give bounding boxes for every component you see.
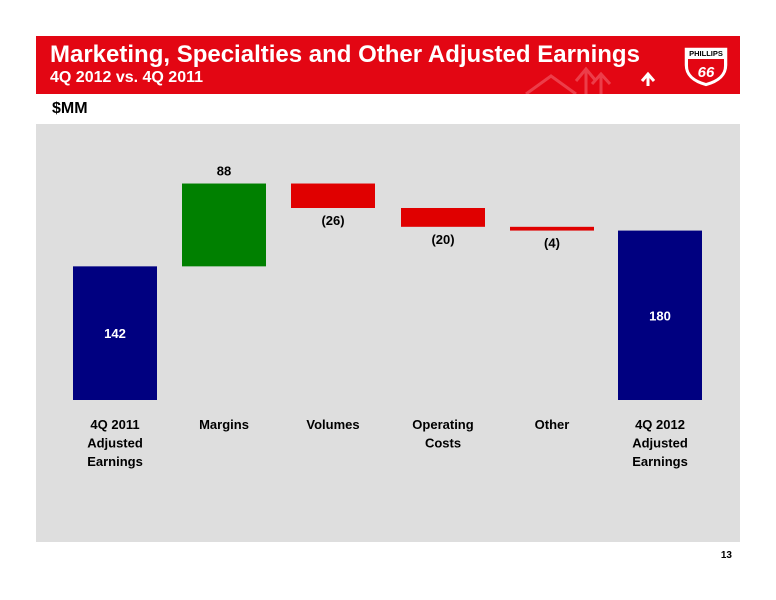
data-label-2: 88 xyxy=(217,164,231,179)
unit-label: $MM xyxy=(52,100,88,117)
bar-6 xyxy=(618,230,702,400)
category-label-3-line-1: Volumes xyxy=(306,417,359,432)
category-label-2-line-1: Margins xyxy=(199,417,249,432)
logo-text: PHILLIPS xyxy=(689,49,723,58)
category-label-6-line-1: 4Q 2012 xyxy=(635,417,685,432)
data-label-1: 142 xyxy=(104,326,126,341)
data-label-5: (4) xyxy=(544,236,560,251)
bar-5 xyxy=(510,226,594,231)
page-title: Marketing, Specialties and Other Adjuste… xyxy=(50,41,640,68)
category-label-1-line-3: Earnings xyxy=(87,454,143,469)
data-label-4: (20) xyxy=(431,232,454,247)
data-label-3: (26) xyxy=(321,213,344,228)
title-banner: Marketing, Specialties and Other Adjuste… xyxy=(36,36,740,94)
category-label-1-line-1: 4Q 2011 xyxy=(90,417,139,432)
page-number: 13 xyxy=(720,550,732,561)
bar-1 xyxy=(73,266,157,400)
page-subtitle: 4Q 2012 vs. 4Q 2011 xyxy=(50,69,204,86)
data-label-6: 180 xyxy=(649,308,671,323)
category-label-6-line-2: Adjusted xyxy=(632,436,688,451)
phillips-66-logo: PHILLIPS 66 xyxy=(683,46,729,88)
chart-area: 142 4Q 2011 Adjusted Earnings 88 Margins (26) V… xyxy=(36,124,740,542)
logo-number: 66 xyxy=(698,64,715,81)
category-label-6-line-3: Earnings xyxy=(632,454,688,469)
bar-4 xyxy=(401,207,485,227)
bar-2 xyxy=(182,183,266,267)
category-label-4-line-1: Operating xyxy=(412,417,473,432)
category-label-5-line-1: Other xyxy=(535,417,570,432)
waterfall-chart: 142 4Q 2011 Adjusted Earnings 88 Margins (26) V… xyxy=(73,164,702,469)
category-label-1-line-2: Adjusted xyxy=(87,436,143,451)
bar-3 xyxy=(291,183,375,208)
arrow-decoration xyxy=(525,66,656,94)
category-label-4-line-2: Costs xyxy=(425,436,461,451)
